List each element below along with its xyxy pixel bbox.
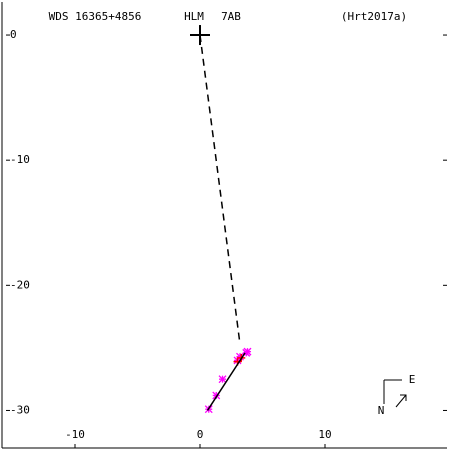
- component: 7AB: [221, 10, 241, 23]
- compass-arrow-head: [400, 394, 407, 401]
- compass-arrow: [395, 394, 407, 408]
- solid-line: [206, 352, 246, 411]
- compass: E N: [378, 373, 416, 417]
- reference: (Hrt2017a): [341, 10, 407, 23]
- compass-east: E: [409, 373, 416, 386]
- asterisk-stroke: [218, 375, 227, 384]
- y-tick-label: -30: [10, 403, 30, 416]
- y-tick-label: 0: [10, 28, 17, 41]
- compass-north: N: [378, 404, 385, 417]
- x-tick-label: 10: [318, 428, 331, 441]
- big-plus-point: [190, 25, 210, 46]
- discoverer: HLM: [184, 10, 204, 23]
- asterisk-point: [218, 375, 227, 384]
- x-tick-label: 0: [197, 428, 204, 441]
- dashed-line: [199, 34, 241, 345]
- y-tick-label: -10: [10, 153, 30, 166]
- x-tick-label: -10: [65, 428, 85, 441]
- y-tick-label: -20: [10, 278, 30, 291]
- title: WDS 16365+4856: [49, 10, 142, 23]
